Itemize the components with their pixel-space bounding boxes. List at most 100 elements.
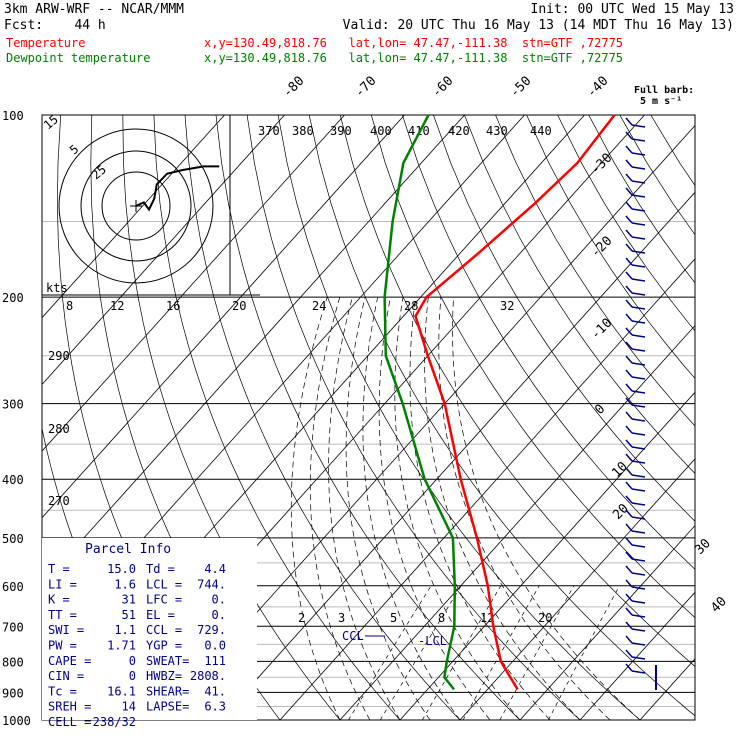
wind-barb [631,166,646,170]
moist-adiabat [362,297,461,720]
parcel-panel [42,538,257,720]
hodograph-trace [135,165,220,212]
parcel-value: 6.3 [204,700,226,714]
wind-barb-flag [625,159,633,168]
wind-barb [631,138,646,142]
parcel-value: 0 [129,654,136,668]
wind-barb [631,642,646,646]
wind-barb-flag [625,229,633,238]
wind-barb-flag [625,327,633,336]
isotherm-label: -80 [280,74,307,101]
wind-barb-flag [625,131,633,140]
dry-adiabat [277,115,641,720]
moist-adiabat [378,297,491,720]
wind-barb [631,474,646,478]
mixing-ratio-line [348,585,432,720]
isotherm-line [279,258,695,720]
theta-label: 390 [330,124,352,138]
wind-barb [631,460,646,464]
isotherm-line [639,658,695,720]
ccl-marker: CCL [342,629,364,643]
parcel-value: 4.4 [204,562,226,576]
wind-barb-flag [625,453,633,462]
wind-barb [631,488,646,492]
barb-legend: Full barb: [634,85,694,96]
dry-adiabat [433,115,695,522]
model-title: 3km ARW-WRF -- NCAR/MMM [4,2,185,17]
wind-barb [631,334,646,338]
wind-barb-flag [625,649,633,658]
moist-adiabat [309,297,371,720]
parcel-value: 0 [129,669,136,683]
wind-speed-label: 8 [66,299,73,313]
dewpoint-info: x,y=130.49,818.76 lat,lon= 47.47,-111.38… [204,51,624,65]
isotherm-line [219,191,695,720]
wind-barb-flag [625,313,633,322]
wind-barb [631,502,646,506]
wind-barb [631,390,646,394]
wind-barb [631,544,646,548]
isotherm-label: 40 [708,594,730,616]
parcel-value: 1.71 [107,639,136,653]
dry-adiabat [402,115,695,570]
isotherm-label: -60 [429,74,456,101]
wind-barb-flag [625,509,633,518]
moist-adiabat [345,297,431,720]
pressure-label: 200 [2,291,24,305]
wind-barb [631,194,646,198]
parcel-value: 2808. [190,669,226,683]
wind-barb [631,530,646,534]
wind-barb-flag [625,369,633,378]
moist-adiabat [290,296,341,720]
isotherm-label: -10 [588,316,615,343]
wind-barb-flag [625,299,633,308]
moist-adiabat [452,297,641,720]
isotherm-line [42,115,225,319]
wind-barb [631,362,646,366]
parcel-value: 0. [212,593,226,607]
wind-barb-flag [625,355,633,364]
isotherm-label: -50 [507,74,534,101]
isotherm-line [42,115,465,586]
temperature-line [414,114,616,691]
pressure-label: 900 [2,686,24,700]
dry-adiabat [153,115,401,720]
wind-barb-flag [625,187,633,196]
parcel-value: 0.0 [204,639,226,653]
wind-barb [631,432,646,436]
wind-barb-flag [625,593,633,602]
theta-label: 430 [486,124,508,138]
wind-speed-label: 32 [500,299,514,313]
mixing-ratio-label: 5 [390,611,397,625]
wind-speed-label: 24 [312,299,326,313]
parcel-label: SREH = [48,700,91,714]
wind-speed-label: 16 [166,299,180,313]
parcel-value: 744. [197,577,226,591]
parcel-label: CAPE = [48,654,91,668]
wind-barb [631,376,646,380]
parcel-value: 51 [122,608,136,622]
moist-adiabat [438,297,611,720]
wind-barb-flag [625,663,633,672]
pressure-label: 800 [2,655,24,669]
theta-e-label: 290 [48,349,70,363]
parcel-value: 729. [197,623,226,637]
pressure-label: 400 [2,473,24,487]
wind-barb-flag [625,607,633,616]
wind-barb-flag [625,425,633,434]
theta-label: 440 [530,124,552,138]
wind-barb [631,418,646,422]
wind-barb [631,628,646,632]
parcel-value: 111 [204,654,226,668]
parcel-label: Td = [146,562,175,576]
hodograph-units: kts [46,281,68,295]
parcel-value: 1.6 [114,577,136,591]
temperature-legend: Temperature [6,36,86,50]
wind-barb-flag [625,467,633,476]
wind-barb-flag [625,523,633,532]
wind-barb-flag [625,621,633,630]
wind-barb-flag [625,201,633,210]
wind-barb-flag [625,537,633,546]
wind-barb [631,614,646,618]
